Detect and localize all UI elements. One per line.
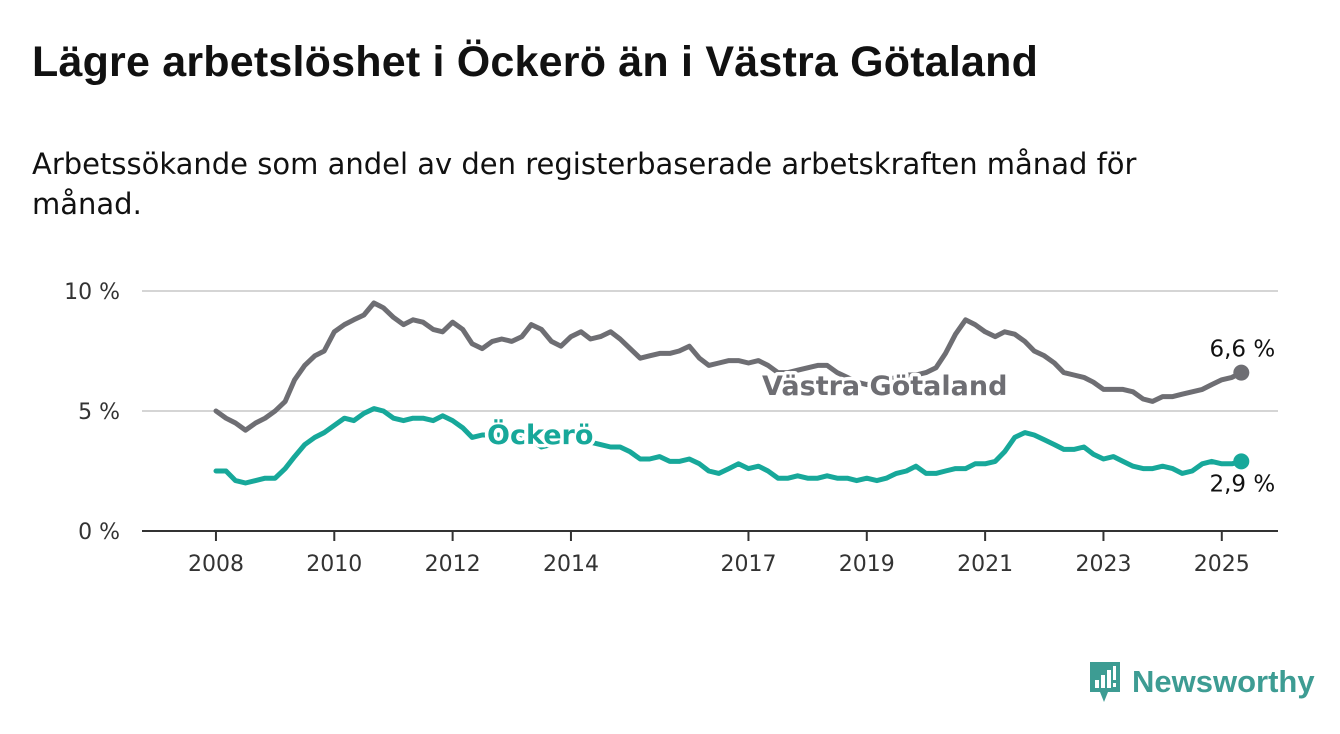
brand-name: Newsworthy xyxy=(1132,664,1315,699)
x-tick-label: 2012 xyxy=(425,552,481,577)
x-axis-ticks: 2008 2010 2012 2014 2017 2019 2021 2023 2025 xyxy=(188,531,1250,577)
newsworthy-logo: Newsworthy xyxy=(1088,660,1315,704)
series-line-vastra-gotaland xyxy=(213,300,1244,433)
x-tick-label: 2023 xyxy=(1075,552,1131,577)
y-axis-ticks: 0 % 5 % 10 % xyxy=(64,280,120,545)
series-lines xyxy=(213,300,1250,486)
series-label-ockero: Öckerö xyxy=(487,418,593,451)
y-tick-label: 0 % xyxy=(78,520,120,545)
x-tick-label: 2017 xyxy=(720,552,776,577)
page-subtitle: Arbetssökande som andel av den registerb… xyxy=(32,147,1137,221)
x-tick-label: 2021 xyxy=(957,552,1013,577)
end-point-vastra-gotaland xyxy=(1233,364,1250,381)
x-tick-label: 2008 xyxy=(188,552,244,577)
x-tick-label: 2014 xyxy=(543,552,599,577)
series-line-ockero xyxy=(213,406,1244,486)
grid-lines xyxy=(142,290,1278,532)
x-tick-label: 2019 xyxy=(839,552,895,577)
series-label-vastra-gotaland: Västra Götaland xyxy=(762,371,1007,402)
page-title: Lägre arbetslöshet i Öckerö än i Västra … xyxy=(32,38,1039,86)
series-labels: Västra Götaland Öckerö 6,6 % 2,9 % xyxy=(484,337,1276,498)
bar-chart-icon xyxy=(1090,662,1120,702)
y-tick-label: 10 % xyxy=(64,280,120,305)
end-point-ockero xyxy=(1233,453,1250,470)
end-label-ockero: 2,9 % xyxy=(1209,471,1275,497)
y-tick-label: 5 % xyxy=(78,400,120,425)
x-tick-label: 2010 xyxy=(306,552,362,577)
x-tick-label: 2025 xyxy=(1194,552,1250,577)
end-label-vastra-gotaland: 6,6 % xyxy=(1209,337,1275,363)
